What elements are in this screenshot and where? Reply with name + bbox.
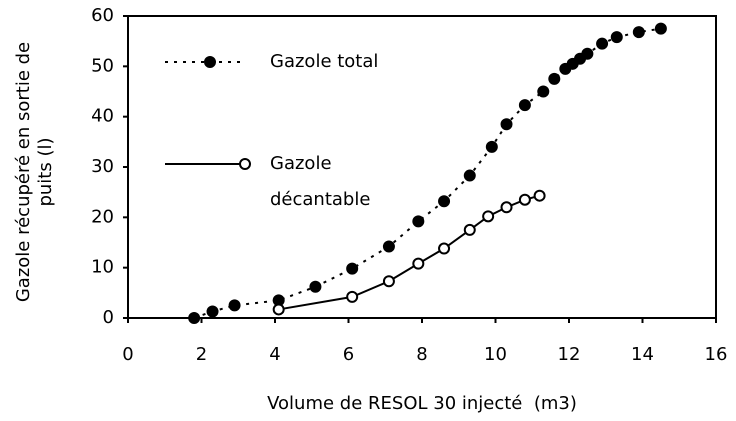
marker — [632, 26, 645, 39]
y-tick-label: 30 — [91, 156, 114, 177]
series-line — [193, 27, 662, 319]
x-tick-label: 16 — [705, 344, 728, 365]
marker — [382, 275, 395, 288]
y-tick-label: 40 — [91, 106, 114, 127]
marker — [463, 169, 476, 182]
marker — [548, 72, 561, 85]
x-tick-label: 12 — [558, 344, 581, 365]
marker — [518, 193, 531, 206]
marker — [188, 312, 201, 324]
y-tick-label: 20 — [91, 206, 114, 227]
marker — [463, 223, 476, 236]
x-tick-label: 6 — [343, 344, 354, 365]
y-tick-label: 50 — [91, 55, 114, 76]
x-tick-label: 2 — [196, 344, 207, 365]
marker — [485, 140, 498, 153]
marker — [228, 299, 241, 312]
y-tick-label: 10 — [91, 257, 114, 278]
marker — [500, 118, 513, 131]
marker — [272, 303, 285, 316]
x-tick-label: 14 — [631, 344, 654, 365]
plot-frame — [127, 15, 717, 319]
marker — [438, 242, 451, 255]
marker — [500, 201, 513, 214]
marker — [412, 215, 425, 228]
marker — [654, 22, 667, 35]
marker — [346, 290, 359, 303]
marker — [596, 37, 609, 50]
marker — [482, 210, 495, 223]
marker — [518, 99, 531, 112]
x-tick-label: 0 — [122, 344, 133, 365]
legend-marker — [239, 158, 251, 170]
legend-marker — [204, 56, 216, 68]
marker — [533, 189, 546, 202]
marker — [610, 31, 623, 44]
x-tick-label: 10 — [484, 344, 507, 365]
y-tick-label: 60 — [91, 5, 114, 26]
y-axis-label: Gazole récupéré en sortie de puits (l) — [13, 41, 56, 303]
marker — [382, 240, 395, 253]
marker — [309, 280, 322, 293]
x-axis-label: Volume de RESOL 30 injecté (m3) — [267, 393, 577, 414]
legend-label: Gazole décantable — [270, 153, 371, 210]
marker — [581, 47, 594, 60]
marker — [206, 305, 219, 318]
x-tick-label: 4 — [269, 344, 280, 365]
series-line — [278, 194, 540, 311]
x-tick-label: 8 — [416, 344, 427, 365]
marker — [537, 85, 550, 98]
marker — [438, 195, 451, 208]
y-tick-label: 0 — [103, 307, 114, 328]
marker — [346, 262, 359, 275]
marker — [412, 257, 425, 270]
legend-label: Gazole total — [270, 51, 379, 72]
